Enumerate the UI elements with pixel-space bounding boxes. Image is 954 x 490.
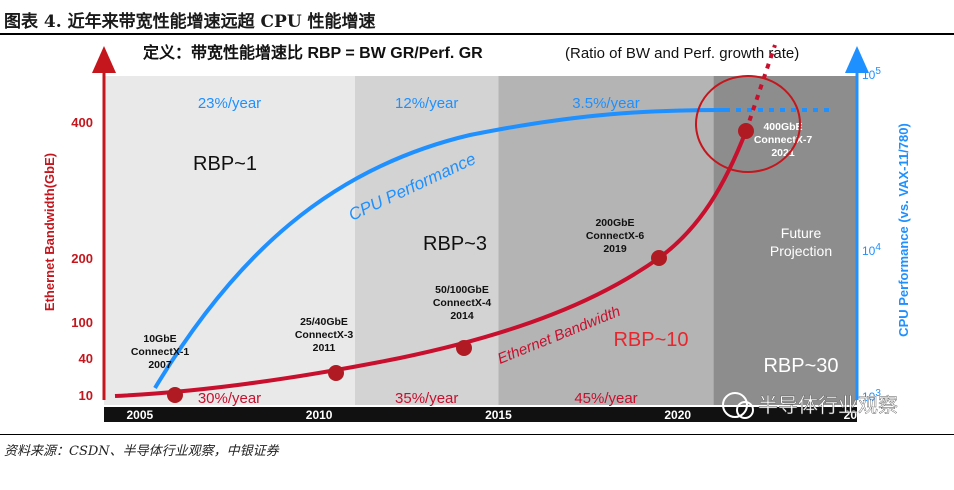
- left-tick-label: 400: [71, 115, 93, 130]
- ethernet-point-label: 2011: [313, 342, 336, 354]
- watermark: 半导体行业观察: [722, 392, 898, 419]
- ethernet-data-point: [651, 250, 667, 266]
- source-note: 资料来源：CSDN、半导体行业观察，中银证券: [4, 444, 279, 459]
- source-rule: [0, 434, 954, 435]
- chart-subtitle: (Ratio of BW and Perf. growth rate): [565, 45, 799, 62]
- bandwidth-growth-rate: 30%/year: [198, 390, 261, 407]
- period-band: [104, 76, 355, 405]
- ethernet-data-point: [738, 123, 754, 139]
- right-tick-label: 104: [862, 242, 881, 258]
- left-tick-label: 10: [79, 388, 93, 403]
- ethernet-point-label: 400GbE: [763, 121, 802, 133]
- bandwidth-growth-rate: 35%/year: [395, 390, 458, 407]
- ethernet-data-point: [328, 365, 344, 381]
- left-tick-label: 100: [71, 315, 93, 330]
- chart-title: 定义：带宽性能增速比 RBP = BW GR/Perf. GR: [142, 43, 483, 62]
- ethernet-point-label: 2019: [603, 243, 627, 255]
- right-axis-label: CPU Performance (vs. VAX-11/780): [896, 123, 911, 337]
- wechat-icon-small: [736, 401, 754, 419]
- future-projection-label: Projection: [770, 243, 832, 259]
- right-tick-label: 105: [862, 66, 881, 82]
- x-tick-label: 2025: [844, 408, 871, 422]
- x-tick-label: 2005: [127, 408, 154, 422]
- cpu-growth-rate: 3.5%/year: [572, 95, 640, 112]
- x-tick-label: 2015: [485, 408, 512, 422]
- ethernet-point-label: ConnectX-6: [586, 230, 645, 242]
- ethernet-point-label: ConnectX-3: [295, 329, 354, 341]
- ethernet-projection-line: [744, 44, 777, 132]
- ethernet-point-label: 10GbE: [143, 333, 176, 345]
- cpu-growth-rate: 12%/year: [395, 95, 458, 112]
- highlight-circle: [695, 75, 801, 173]
- x-tick-label: 2010: [306, 408, 333, 422]
- ethernet-point-label: 50/100GbE: [435, 284, 489, 296]
- rbp-label: RBP~1: [193, 153, 257, 175]
- ethernet-data-point: [456, 340, 472, 356]
- period-band: [713, 76, 857, 405]
- ethernet-point-label: 200GbE: [595, 217, 634, 229]
- title-rule: [0, 33, 954, 35]
- future-projection-label: Future: [781, 225, 822, 241]
- left-axis-label: Ethernet Bandwidth(GbE): [42, 153, 57, 311]
- x-axis-bar: [104, 407, 857, 422]
- rbp-label: RBP~3: [423, 233, 487, 255]
- ethernet-point-label: ConnectX-1: [131, 346, 190, 358]
- rbp-label: RBP~30: [763, 355, 838, 377]
- ethernet-point-label: 2021: [771, 147, 795, 159]
- ethernet-point-label: ConnectX-7: [754, 134, 813, 146]
- rbp-label: RBP~10: [613, 329, 688, 351]
- cpu-growth-rate: 23%/year: [198, 95, 261, 112]
- ethernet-bandwidth-line: [114, 130, 748, 398]
- ethernet-point-label: 2014: [450, 310, 474, 322]
- cpu-performance-line: [153, 108, 726, 390]
- bandwidth-vs-cpu-chart: 定义：带宽性能增速比 RBP = BW GR/Perf. GR (Ratio o…: [42, 43, 911, 422]
- ethernet-data-point: [167, 387, 183, 403]
- left-tick-label: 40: [79, 351, 93, 366]
- figure-title: 图表 4. 近年来带宽性能增速远超 CPU 性能增速: [4, 12, 376, 32]
- ethernet-point-label: ConnectX-4: [433, 297, 492, 309]
- watermark-text: 半导体行业观察: [758, 394, 898, 417]
- x-tick-label: 2020: [664, 408, 691, 422]
- ethernet-point-label: 25/40GbE: [300, 316, 348, 328]
- wechat-icon: [722, 392, 748, 418]
- bandwidth-growth-rate: 45%/year: [574, 390, 637, 407]
- ethernet-point-label: 2007: [148, 359, 172, 371]
- left-tick-label: 200: [71, 251, 93, 266]
